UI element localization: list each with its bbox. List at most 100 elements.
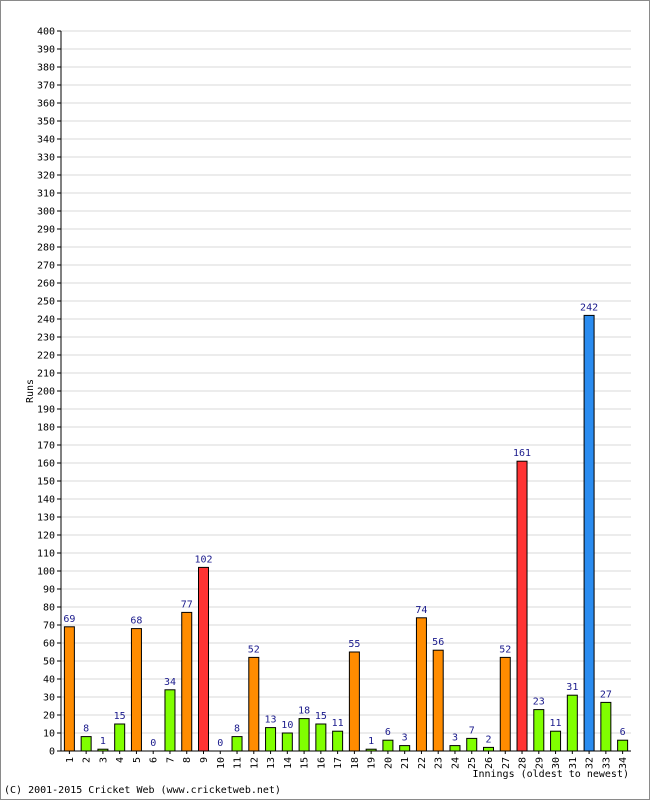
x-tick-label: 22 (417, 757, 428, 769)
y-tick-label: 350 (37, 117, 55, 128)
y-tick-label: 270 (37, 261, 55, 272)
bar (63, 626, 75, 752)
y-tick-label: 190 (37, 405, 55, 416)
y-tick-label: 130 (37, 513, 55, 524)
bar-value-label: 3 (402, 733, 408, 744)
bar (97, 748, 109, 752)
x-tick-label: 31 (568, 757, 579, 769)
bar (583, 314, 595, 752)
x-tick-label: 26 (484, 757, 495, 769)
x-tick-label: 17 (333, 757, 344, 769)
copyright-notice: (C) 2001-2015 Cricket Web (www.cricketwe… (4, 785, 281, 796)
x-tick-label: 8 (182, 757, 193, 763)
y-tick-label: 50 (43, 657, 55, 668)
bar (181, 611, 193, 752)
x-axis-label: Innings (oldest to newest) (472, 769, 629, 780)
bar (265, 727, 277, 752)
bar-value-label: 15 (315, 711, 327, 722)
y-tick-label: 100 (37, 567, 55, 578)
x-tick-label: 4 (115, 757, 126, 763)
y-tick-label: 250 (37, 297, 55, 308)
bar-value-label: 52 (248, 644, 260, 655)
y-tick-label: 300 (37, 207, 55, 218)
y-tick-label: 290 (37, 225, 55, 236)
bar-value-label: 161 (513, 448, 531, 459)
bar (466, 737, 478, 752)
bar (432, 649, 444, 752)
y-tick-label: 10 (43, 729, 55, 740)
bar (600, 701, 612, 752)
bar-value-label: 77 (181, 599, 193, 610)
x-tick-label: 15 (300, 757, 311, 769)
bar (348, 651, 360, 752)
y-tick-label: 210 (37, 369, 55, 380)
bar-value-label: 0 (150, 738, 156, 749)
bar (80, 736, 92, 752)
x-tick-label: 30 (551, 757, 562, 769)
bar (332, 730, 344, 752)
bar (315, 723, 327, 752)
y-tick-label: 340 (37, 135, 55, 146)
x-tick-label: 10 (216, 757, 227, 769)
y-tick-label: 110 (37, 549, 55, 560)
bar-value-label: 1 (100, 736, 106, 747)
bar (231, 736, 243, 752)
bar (130, 628, 142, 752)
x-tick-labels: 1 2 3 4 5 6 7 8 9 10 11 12 13 14 15 16 17 18 19 20 21 22 23 24 2… (65, 757, 629, 769)
x-tick-label: 16 (316, 757, 327, 769)
y-tick-label: 220 (37, 351, 55, 362)
y-axis-label: Runs (25, 379, 36, 403)
y-tick-label: 390 (37, 45, 55, 56)
x-tick-label: 21 (400, 757, 411, 769)
bar (550, 730, 562, 752)
x-tick-label: 19 (367, 757, 378, 769)
x-tick-label: 25 (467, 757, 478, 769)
bar-value-label: 6 (385, 727, 391, 738)
bar-value-label: 0 (217, 738, 223, 749)
x-tick-label: 13 (266, 757, 277, 769)
x-tick-label: 3 (98, 757, 109, 763)
bar-value-label: 74 (415, 605, 427, 616)
bar (499, 656, 511, 752)
bar-value-label: 18 (298, 706, 310, 717)
bar-value-label: 7 (469, 725, 475, 736)
x-tick-label: 27 (501, 757, 512, 769)
x-tick-label: 28 (518, 757, 529, 769)
x-tick-label: 5 (132, 757, 143, 763)
bar-value-label: 27 (600, 689, 612, 700)
bar-value-label: 31 (566, 682, 578, 693)
bar-value-label: 10 (281, 720, 293, 731)
x-tick-label: 6 (149, 757, 160, 763)
y-tick-label: 40 (43, 675, 55, 686)
y-tick-label: 90 (43, 585, 55, 596)
bars (63, 314, 629, 752)
bar-value-label: 242 (580, 302, 598, 313)
y-tick-label: 140 (37, 495, 55, 506)
bar (516, 460, 528, 752)
bar-value-label: 11 (550, 718, 562, 729)
y-tick-label: 260 (37, 279, 55, 290)
bar-value-label: 69 (63, 614, 75, 625)
bar (399, 745, 411, 752)
bar-value-label: 52 (499, 644, 511, 655)
bar-value-label: 8 (234, 724, 240, 735)
grid-lines (61, 30, 631, 734)
y-tick-label: 60 (43, 639, 55, 650)
bar (449, 745, 461, 752)
x-tick-label: 1 (65, 757, 76, 763)
bar-value-label: 13 (265, 715, 277, 726)
y-tick-label: 0 (49, 747, 55, 758)
x-tick-label: 18 (350, 757, 361, 769)
bar (365, 748, 377, 752)
x-tick-label: 12 (249, 757, 260, 769)
y-tick-label: 400 (37, 27, 55, 38)
bar (281, 732, 293, 752)
y-tick-label: 120 (37, 531, 55, 542)
bar-value-label: 15 (114, 711, 126, 722)
y-tick-label: 30 (43, 693, 55, 704)
bar (617, 739, 629, 752)
y-tick-label: 280 (37, 243, 55, 254)
y-tick-label: 150 (37, 477, 55, 488)
